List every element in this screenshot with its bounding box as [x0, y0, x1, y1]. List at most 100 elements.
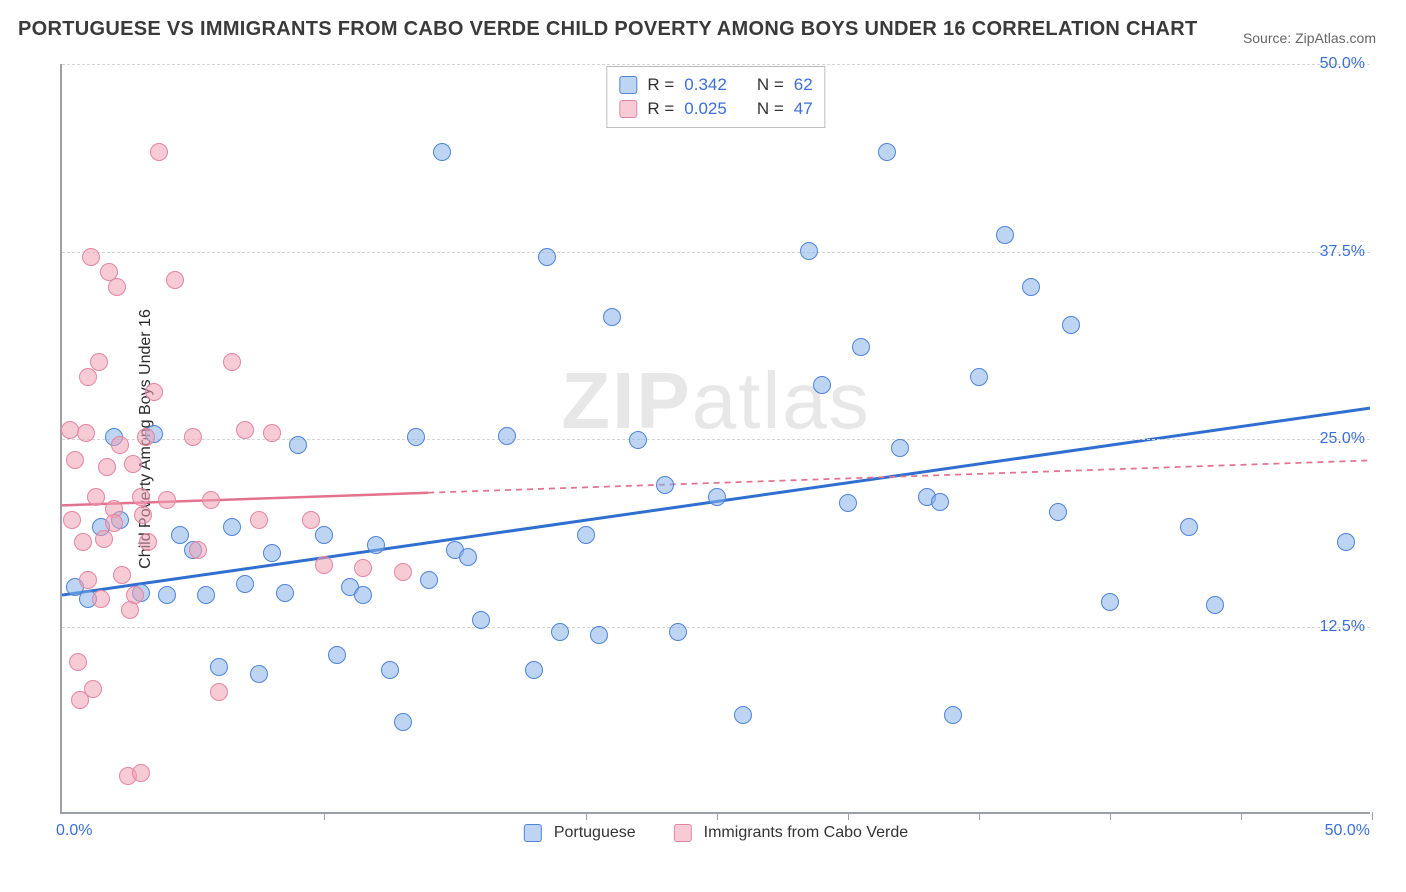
scatter-point	[629, 431, 647, 449]
legend-stats-row-0: R = 0.342 N = 62	[619, 73, 812, 97]
scatter-point	[134, 506, 152, 524]
scatter-point	[970, 368, 988, 386]
scatter-point	[420, 571, 438, 589]
y-tick-label: 12.5%	[1320, 618, 1371, 636]
scatter-point	[315, 526, 333, 544]
scatter-point	[69, 653, 87, 671]
scatter-point	[603, 308, 621, 326]
scatter-point	[74, 533, 92, 551]
scatter-point	[95, 530, 113, 548]
scatter-point	[113, 566, 131, 584]
scatter-point	[433, 143, 451, 161]
scatter-point	[891, 439, 909, 457]
scatter-point	[77, 424, 95, 442]
scatter-point	[302, 511, 320, 529]
gridline	[62, 439, 1370, 440]
scatter-point	[878, 143, 896, 161]
scatter-point	[1101, 593, 1119, 611]
scatter-point	[839, 494, 857, 512]
scatter-point	[394, 563, 412, 581]
scatter-point	[90, 353, 108, 371]
n-label: N =	[757, 75, 784, 95]
n-value-0: 62	[794, 75, 813, 95]
scatter-point	[1206, 596, 1224, 614]
scatter-point	[79, 571, 97, 589]
gridline	[62, 252, 1370, 253]
scatter-point	[551, 623, 569, 641]
scatter-point	[171, 526, 189, 544]
r-label: R =	[647, 75, 674, 95]
x-tick-mark	[1110, 812, 1111, 820]
scatter-point	[813, 376, 831, 394]
scatter-point	[1049, 503, 1067, 521]
scatter-point	[276, 584, 294, 602]
chart-title: PORTUGUESE VS IMMIGRANTS FROM CABO VERDE…	[18, 18, 1198, 41]
scatter-point	[158, 586, 176, 604]
x-tick-mark	[586, 812, 587, 820]
legend-bottom-label-1: Immigrants from Cabo Verde	[704, 824, 909, 842]
scatter-point	[354, 559, 372, 577]
scatter-point	[498, 427, 516, 445]
scatter-point	[328, 646, 346, 664]
scatter-point	[108, 278, 126, 296]
scatter-point	[289, 436, 307, 454]
scatter-point	[538, 248, 556, 266]
scatter-point	[63, 511, 81, 529]
scatter-point	[734, 706, 752, 724]
scatter-point	[656, 476, 674, 494]
gridline	[62, 64, 1370, 65]
r-label: R =	[647, 99, 674, 119]
scatter-point	[996, 226, 1014, 244]
legend-stats: R = 0.342 N = 62 R = 0.025 N = 47	[606, 66, 825, 128]
scatter-point	[189, 541, 207, 559]
scatter-point	[87, 488, 105, 506]
scatter-point	[98, 458, 116, 476]
scatter-point	[525, 661, 543, 679]
y-tick-label: 50.0%	[1320, 55, 1371, 73]
scatter-point	[197, 586, 215, 604]
scatter-point	[202, 491, 220, 509]
n-label: N =	[757, 99, 784, 119]
y-tick-label: 37.5%	[1320, 243, 1371, 261]
legend-series: Portuguese Immigrants from Cabo Verde	[524, 824, 908, 842]
x-tick-mark	[717, 812, 718, 820]
scatter-point	[407, 428, 425, 446]
gridline	[62, 627, 1370, 628]
scatter-point	[158, 491, 176, 509]
scatter-point	[223, 353, 241, 371]
scatter-point	[263, 424, 281, 442]
scatter-point	[166, 271, 184, 289]
scatter-point	[931, 493, 949, 511]
scatter-point	[590, 626, 608, 644]
scatter-point	[1180, 518, 1198, 536]
scatter-point	[472, 611, 490, 629]
chart-area: Child Poverty Among Boys Under 16 ZIPatl…	[60, 64, 1370, 814]
legend-bottom-square-0	[524, 824, 542, 842]
r-value-0: 0.342	[684, 75, 727, 95]
scatter-point	[132, 764, 150, 782]
scatter-point	[367, 536, 385, 554]
scatter-point	[223, 518, 241, 536]
scatter-point	[1022, 278, 1040, 296]
scatter-point	[139, 533, 157, 551]
trend-lines-svg	[62, 64, 1370, 812]
scatter-point	[800, 242, 818, 260]
scatter-point	[381, 661, 399, 679]
scatter-point	[124, 455, 142, 473]
scatter-point	[944, 706, 962, 724]
scatter-point	[132, 488, 150, 506]
watermark: ZIPatlas	[561, 355, 870, 447]
scatter-point	[145, 383, 163, 401]
y-tick-label: 25.0%	[1320, 430, 1371, 448]
scatter-point	[250, 665, 268, 683]
scatter-point	[669, 623, 687, 641]
scatter-point	[150, 143, 168, 161]
legend-bottom-label-0: Portuguese	[554, 824, 636, 842]
scatter-point	[82, 248, 100, 266]
scatter-plot: ZIPatlas R = 0.342 N = 62 R = 0.025 N = …	[60, 64, 1370, 814]
scatter-point	[105, 514, 123, 532]
scatter-point	[354, 586, 372, 604]
legend-square-0	[619, 76, 637, 94]
scatter-point	[79, 368, 97, 386]
x-tick-mark	[1241, 812, 1242, 820]
